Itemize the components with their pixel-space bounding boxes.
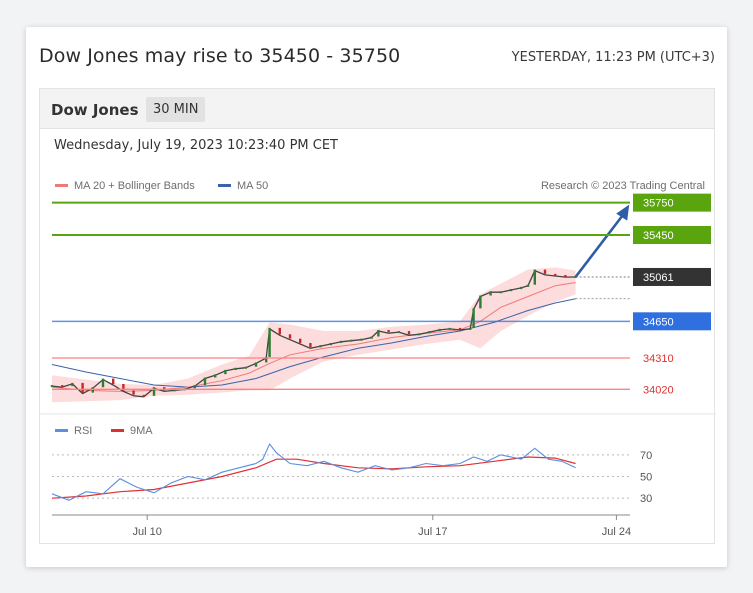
price-candle [319,345,322,348]
price-candle [278,327,281,335]
target-level-tag [633,193,711,212]
x-axis-ticks: Jul 10 Jul 17 Jul 24 [133,515,631,538]
price-candle [329,343,332,346]
ma50-line [51,298,576,388]
price-candle [71,382,74,387]
price-candle [458,327,462,330]
price-candle [479,295,482,309]
price-candle [370,336,373,339]
price-candle [377,330,380,337]
x-tick-label: Jul 24 [602,526,631,538]
x-tick-label: Jul 10 [133,526,162,538]
x-tick-label: Jul 17 [418,526,447,538]
rsi-legend-swatch [55,429,68,432]
price-candle [428,331,431,334]
price-candle [554,273,557,276]
price-candle [244,366,247,369]
price-candle [152,387,156,396]
price-candle [132,390,135,395]
rsi-line [51,442,576,501]
price-candle [526,284,530,287]
timestamp: YESTERDAY, 11:23 PM (UTC+3) [511,50,715,65]
price-candle [360,338,363,341]
price-candle [50,385,54,388]
ma50-legend-label: MA 50 [237,180,268,192]
price-candle [288,334,292,339]
projection-arrow-shaft [574,213,625,278]
timeframe-badge[interactable]: 30 MIN [146,97,206,122]
price-candle [268,327,271,357]
price-candle [418,333,421,336]
target-level-label: 35750 [643,198,674,210]
price-candle [472,308,475,328]
price-levels: 35750 35450 35061 34650 34310 34020 [52,193,711,396]
price-candle [193,385,196,389]
last-price-tag [633,267,711,286]
price-candle [469,327,472,330]
price-candle [299,338,302,343]
pivot-level-tag [633,312,711,331]
price-candle [203,377,207,386]
price-candle [214,374,217,378]
rsi-tick-label: 50 [640,472,652,484]
price-candle [438,328,441,332]
chart-panel: Dow Jones 30 MIN Wednesday, July 19, 202… [39,88,716,544]
price-candle [173,389,176,392]
ma50-legend-swatch [218,184,231,187]
target-level-tag [633,226,711,244]
price-candle [543,269,547,274]
article-card: Dow Jones may rise to 35450 - 35750 YEST… [26,27,727,567]
chart-datetime: Wednesday, July 19, 2023 10:23:40 PM CET [54,138,339,153]
price-candle [101,378,105,388]
price-candle [407,331,411,335]
price-candle [81,382,84,393]
bollinger-band [52,267,576,403]
price-candle [339,340,343,343]
rsi-legend-label: RSI [74,425,92,437]
price-candle [254,362,258,367]
price-chart: MA 20 + Bollinger Bands MA 50 Research ©… [40,180,716,538]
support-level-label: 34020 [643,384,674,396]
price-candle [142,394,145,397]
pivot-level-label: 34650 [643,316,674,328]
last-price-label: 35061 [643,272,674,284]
price-candle [564,275,567,277]
rsi-plot: 70 50 30 [51,442,652,505]
price-candle [397,331,400,334]
price-candle [520,286,523,290]
price-candle [533,269,536,285]
rsi-ma-line [51,456,576,499]
research-credit: Research © 2023 Trading Central [541,180,705,192]
chart-header: Dow Jones 30 MIN [40,89,714,129]
price-candle [122,384,125,391]
instrument-name: Dow Jones [51,101,139,119]
price-candle [234,367,237,370]
projection-arrow-head [616,204,630,221]
main-plot [50,204,630,403]
rsi-ma-legend-swatch [111,429,124,432]
price-candle [499,291,502,294]
price-candle [489,291,492,296]
target-level-label: 35450 [643,230,674,242]
price-candle [224,369,227,375]
price-candle [350,339,353,342]
ma20-legend-label: MA 20 + Bollinger Bands [74,180,195,192]
support-level-label: 34310 [643,353,674,365]
price-candle [61,385,64,388]
price-candle [112,378,115,384]
headline: Dow Jones may rise to 35450 - 35750 [39,45,401,67]
rsi-ma-legend-label: 9MA [130,425,153,437]
rsi-tick-label: 70 [640,450,652,462]
price-candle [387,330,390,333]
price-candle [509,289,513,292]
rsi-tick-label: 30 [640,493,652,505]
price-candle [265,357,268,363]
ma20-legend-swatch [55,184,68,187]
price-candle [309,343,312,348]
price-candle [448,327,451,330]
